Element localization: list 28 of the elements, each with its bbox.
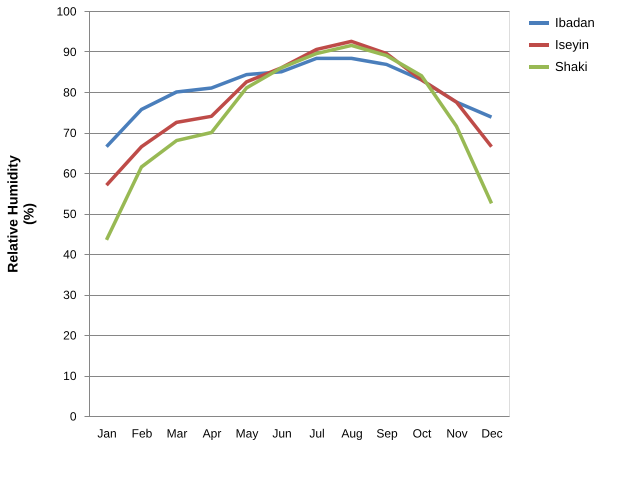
x-tick-label: Nov [446,426,468,440]
y-tick-label: 20 [63,328,77,342]
y-tick-label: 90 [63,45,77,59]
x-tick-label: Aug [341,426,363,440]
y-axis-title: Relative Humidity (%) [4,155,36,273]
x-tick-label: Jul [309,426,325,440]
x-tick-label: Feb [132,426,153,440]
x-tick-label: Jun [272,426,292,440]
legend-label: Shaki [555,59,588,74]
y-tick-label: 50 [63,207,77,221]
legend-label: Iseyin [555,37,589,52]
y-tick-label: 60 [63,166,77,180]
x-tick-label: Jan [97,426,117,440]
y-tick-label: 10 [63,369,77,383]
y-tick-label: 0 [70,410,77,424]
x-tick-label: May [236,426,258,440]
y-tick-label: 100 [56,4,77,18]
x-tick-label: Sep [376,426,398,440]
y-tick-label: 30 [63,288,77,302]
x-tick-label: Apr [202,426,222,440]
y-tick-label: 80 [63,86,77,100]
x-tick-label: Dec [481,426,503,440]
line-series [104,44,494,242]
x-tick-label: Mar [166,426,188,440]
y-tick-label: 70 [63,126,77,140]
legend-label: Ibadan [555,15,595,30]
y-tick-label: 40 [63,248,77,262]
x-tick-label: Oct [412,426,432,440]
